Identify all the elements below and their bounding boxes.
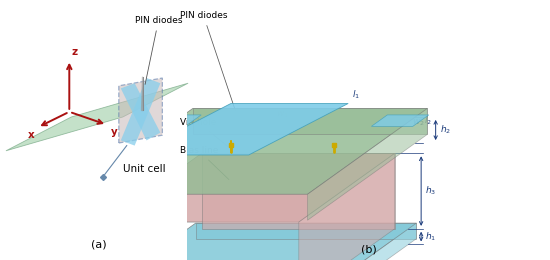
Polygon shape [119, 78, 162, 143]
Polygon shape [305, 223, 416, 260]
Text: Metal patch: Metal patch [0, 259, 1, 260]
Polygon shape [196, 223, 416, 239]
Text: $l_1$: $l_1$ [352, 88, 360, 101]
Text: (a): (a) [91, 240, 107, 250]
Text: $w_1$: $w_1$ [276, 110, 289, 120]
Text: y: y [111, 127, 118, 137]
Polygon shape [299, 153, 395, 260]
Text: $h_2$: $h_2$ [440, 124, 451, 136]
Text: PIN diodes: PIN diodes [135, 16, 182, 84]
Polygon shape [131, 103, 348, 155]
Polygon shape [141, 77, 144, 110]
Text: $l_2$: $l_2$ [425, 114, 432, 127]
Text: FR4: FR4 [0, 259, 1, 260]
Polygon shape [121, 78, 161, 146]
Text: x: x [28, 130, 35, 140]
Polygon shape [307, 108, 427, 220]
Text: (b): (b) [361, 245, 376, 255]
Text: Metal cladding: Metal cladding [0, 259, 1, 260]
Polygon shape [106, 153, 395, 222]
Text: $h_3$: $h_3$ [426, 185, 437, 197]
Text: $h_1$: $h_1$ [426, 230, 437, 243]
Text: Unit cell: Unit cell [123, 164, 166, 174]
Polygon shape [116, 115, 201, 126]
Polygon shape [84, 223, 416, 260]
Text: $w_2$: $w_2$ [412, 118, 425, 128]
Text: PIN diodes: PIN diodes [180, 11, 235, 111]
Polygon shape [73, 108, 427, 194]
Polygon shape [201, 153, 395, 229]
Polygon shape [121, 83, 161, 140]
Text: Via hole: Via hole [180, 118, 229, 147]
Polygon shape [371, 115, 429, 126]
Polygon shape [6, 83, 188, 151]
Polygon shape [193, 108, 427, 134]
Text: z: z [72, 47, 78, 57]
Text: F4B: F4B [0, 259, 1, 260]
Text: Bias line: Bias line [180, 146, 229, 180]
